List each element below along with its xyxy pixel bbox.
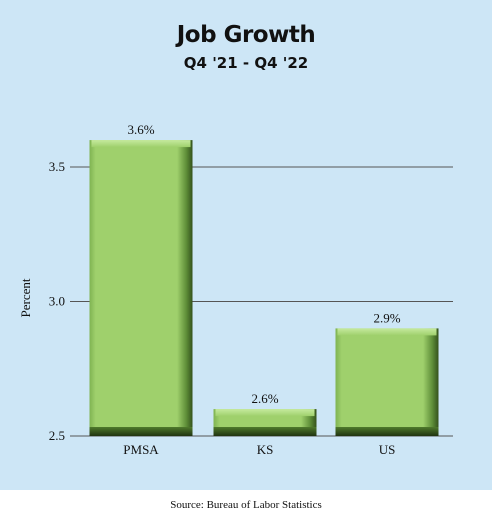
category-label: PMSA	[123, 442, 159, 457]
data-label: 2.9%	[373, 310, 400, 325]
labels: 2.5 3.0 3.5 3.6% PMSA 2.6% KS 2.9% US	[49, 122, 401, 457]
bar-bottom-bevel	[335, 427, 439, 436]
bar-us	[335, 328, 439, 436]
data-label: 3.6%	[127, 122, 154, 137]
chart-title: Job Growth	[176, 22, 316, 48]
bar-bottom-bevel	[89, 427, 193, 436]
bar-face	[335, 328, 439, 436]
bar-ks	[213, 409, 317, 436]
bar-top-bevel	[337, 328, 437, 336]
bars	[89, 140, 439, 436]
y-tick-label: 3.5	[49, 159, 65, 174]
bar-top-bevel	[215, 409, 315, 417]
bar-top-bevel	[91, 140, 191, 148]
bar-pmsa	[89, 140, 193, 436]
chart-subtitle: Q4 '21 - Q4 '22	[183, 54, 309, 72]
bar-face	[89, 140, 193, 436]
bar-chart: 2.5 3.0 3.5 3.6% PMSA 2.6% KS 2.9% US Percent	[18, 122, 453, 457]
bar-bottom-bevel	[213, 427, 317, 436]
data-label: 2.6%	[251, 391, 278, 406]
y-tick-label: 2.5	[49, 428, 65, 443]
category-label: US	[379, 442, 396, 457]
y-axis-label: Percent	[18, 278, 33, 317]
y-tick-label: 3.0	[49, 294, 65, 309]
source-note: Source: Bureau of Labor Statistics	[170, 499, 322, 511]
category-label: KS	[257, 442, 274, 457]
